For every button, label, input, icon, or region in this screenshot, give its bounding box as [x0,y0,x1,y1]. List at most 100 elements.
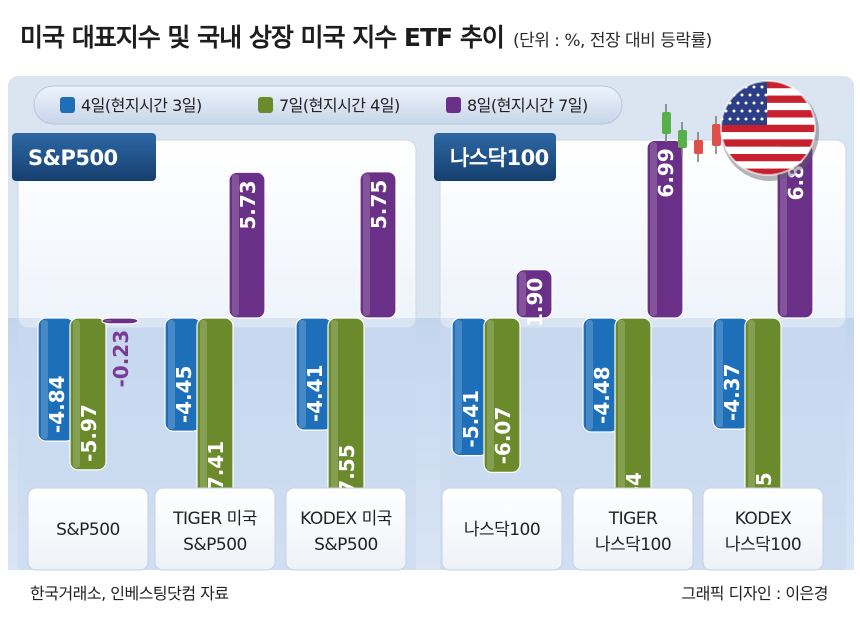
category-label: 나스닥100 [725,535,801,555]
flag-star [748,93,752,97]
panel-tag [434,133,556,181]
flag-star [736,101,740,105]
category-label: S&P500 [183,535,247,555]
flag-inner [721,81,815,175]
bar-value-label: -4.45 [172,366,196,424]
category-cell [285,487,407,571]
category-cell [154,487,276,571]
flag-star [728,117,732,121]
bar [69,317,107,471]
bar-highlight [618,320,625,536]
bar-highlight [168,320,175,430]
legend-swatch [60,97,75,113]
flag-stripe [721,110,815,118]
bar-highlight [748,320,755,536]
flag-stripe [721,88,815,96]
bar-highlight [200,320,207,505]
flag-star [740,109,744,113]
candle-body [662,112,671,134]
flag-star [732,109,736,113]
bar-highlight [331,320,338,509]
flag-stripe [721,124,815,133]
panel-tag-label: 나스닥100 [450,146,549,170]
category-label: TIGER [608,509,658,529]
bar [101,317,139,325]
flag-star [756,109,760,113]
flag-star [764,109,768,113]
bar-highlight [41,320,48,440]
bar-value-label: -4.84 [45,375,69,433]
category-cell [27,487,149,571]
us-flag-icon [720,80,819,181]
bar [359,171,397,319]
category-cell [441,487,563,571]
flag-stripe [721,102,815,111]
category-label: S&P500 [56,520,120,540]
flag-stripe [721,161,815,169]
flag-star [760,101,764,105]
category-label: TIGER 미국 [172,509,257,529]
credit-note: 그래픽 디자인 : 이은경 [681,584,828,603]
category-cell [572,487,694,571]
bar-value-label: -0.23 [109,330,133,388]
bar [646,139,684,319]
bar [515,269,553,319]
panel-tag-label: S&P500 [28,146,118,170]
legend-swatch [258,97,273,113]
flag-star [752,101,756,105]
bar-value-label: -4.37 [720,363,744,421]
chart-title: 미국 대표지수 및 국내 상장 미국 지수 ETF 추이 (단위 : %, 전장… [20,18,712,54]
flag-star [760,85,764,89]
flag-star [752,117,756,121]
flag-star [744,117,748,121]
flag-stripe [721,132,815,140]
flag-stripe [721,139,815,147]
bar-value-label: 6.99 [654,148,678,197]
unit-note: (단위 : %, 전장 대비 등락률) [512,31,712,51]
flag-star [760,117,764,121]
legend-label: 8일(현지시간 7일) [467,96,588,115]
bar-highlight [363,173,370,316]
flag-star [756,93,760,97]
bar-highlight [73,320,80,468]
bar-highlight [487,320,494,471]
candle-body [678,130,687,148]
flag-star [748,109,752,113]
flag-stripe [721,154,815,162]
flag-stripe [721,146,815,154]
bar-value-label: -4.41 [303,365,327,423]
flag-rim [720,80,816,176]
flag-star [764,93,768,97]
bar-highlight [105,320,112,322]
bar-value-label: 5.75 [367,180,391,229]
flag-star [752,85,756,89]
source-note: 한국거래소, 인베스팅닷컴 자료 [30,584,229,603]
category-label: KODEX [735,509,792,529]
bar-highlight [455,320,462,454]
legend-label: 4일(현지시간 3일) [81,96,202,115]
bar-value-label: 5.73 [236,180,260,229]
bar-value-label: 1.90 [523,278,547,327]
title-text: 미국 대표지수 및 국내 상장 미국 지수 ETF 추이 [20,23,505,52]
bar-highlight [519,271,526,316]
flag-stripe [721,81,815,89]
bar-highlight [780,145,787,316]
bar-highlight [232,174,239,316]
bar [228,171,266,319]
legend-swatch [446,97,461,113]
flag-star [744,101,748,105]
bar-value-label: -5.97 [77,404,101,462]
bar-highlight [716,320,723,428]
bar-value-label: -5.41 [459,390,483,448]
candle-body [712,124,721,146]
category-label: 나스닥100 [464,520,540,540]
category-label: S&P500 [314,535,378,555]
bar-highlight [299,320,306,429]
flag-stripe [721,117,815,125]
bar-value-label: -6.07 [491,407,515,465]
category-label: 나스닥100 [595,535,671,555]
bar [483,317,521,473]
bar-highlight [650,142,657,316]
bar-highlight [586,320,593,430]
flag-star [740,93,744,97]
